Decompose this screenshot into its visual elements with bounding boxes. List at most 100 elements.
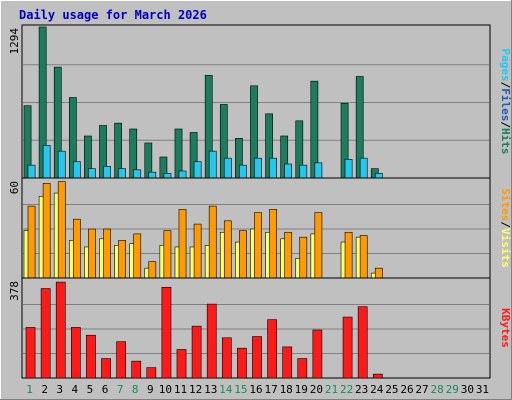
day-label: 3 (56, 383, 63, 396)
visits-bar-sites-day-17 (269, 209, 277, 279)
legend-entry: Visits (499, 228, 512, 268)
hits-bar-files-day-8 (133, 169, 142, 179)
day-label: 21 (325, 383, 338, 396)
visits-legend: Sites/Visits (499, 188, 512, 268)
chart-panels: 1294Pages/Files/Hits60Sites/Visits378KBy… (8, 24, 512, 379)
legend-entry: / (499, 221, 512, 228)
day-label: 1 (26, 383, 33, 396)
kbytes-bar-kbytes-day-23 (357, 306, 368, 379)
hits-bar-files-day-12 (193, 161, 202, 179)
visits-bar-sites-day-4 (72, 218, 81, 279)
kbytes-bar-kbytes-day-24 (372, 373, 383, 379)
visits-bar-sites-day-12 (193, 223, 202, 279)
hits-bar-files-day-18 (284, 163, 293, 179)
hits-scale-label: 1294 (8, 28, 21, 55)
hits-bar-files-day-2 (42, 145, 51, 179)
kbytes-bar-kbytes-day-5 (86, 334, 96, 379)
kbytes-bar-kbytes-day-6 (101, 358, 111, 379)
kbytes-panel: 378 KBytes (8, 277, 512, 379)
kbytes-bar-kbytes-day-2 (40, 288, 51, 379)
day-label: 28 (431, 383, 444, 396)
visits-bar-sites-day-8 (133, 233, 142, 279)
hits-bar-files-day-13 (208, 150, 217, 179)
visits-bar-sites-day-11 (178, 209, 187, 279)
legend-entry: Files (499, 88, 512, 121)
legend-entry: Hits (499, 128, 512, 155)
legend-entry: Pages (499, 49, 512, 82)
day-label: 29 (446, 383, 459, 396)
kbytes-bar-kbytes-day-3 (55, 281, 66, 379)
kbytes-bar-kbytes-day-18 (282, 346, 293, 379)
hits-bar-files-day-24 (374, 173, 383, 179)
day-label: 17 (264, 383, 277, 396)
kbytes-bar-kbytes-day-9 (146, 367, 157, 379)
day-label: 12 (189, 383, 202, 396)
hits-bar-files-day-15 (239, 164, 247, 179)
hits-bar-files-day-10 (163, 173, 172, 179)
day-label: 15 (234, 383, 247, 396)
visits-bar-sites-day-7 (118, 240, 126, 279)
hits-bar-files-day-9 (148, 171, 157, 179)
day-label: 9 (147, 383, 154, 396)
hits-bar-files-day-14 (223, 157, 232, 179)
hits-bar-files-day-3 (57, 150, 66, 179)
hits-bar-files-day-20 (314, 162, 323, 179)
visits-bar-sites-day-5 (88, 228, 96, 279)
kbytes-bar-kbytes-day-19 (297, 358, 308, 379)
hits-bar-files-day-1 (27, 164, 36, 179)
visits-bar-sites-day-24 (374, 267, 383, 279)
day-label: 25 (385, 383, 398, 396)
hits-bar-files-day-17 (269, 157, 277, 179)
day-axis: 1 2 3 4 5 6 7 8 9 10 11 12 13 14 15 16 17 18 19 20 21 22 23 24 2… (26, 383, 489, 396)
visits-bar-sites-day-18 (284, 231, 293, 279)
hits-bar-files-day-16 (254, 157, 262, 179)
kbytes-legend: KBytes (499, 308, 512, 348)
day-label: 13 (204, 383, 217, 396)
hits-legend: Pages/Files/Hits (499, 49, 512, 155)
hits-bar-files-day-11 (178, 170, 187, 179)
visits-bar-sites-day-1 (27, 205, 36, 279)
day-label: 4 (72, 383, 79, 396)
visits-bar-sites-day-9 (148, 261, 157, 279)
day-label: 8 (132, 383, 139, 396)
visits-bar-sites-day-22 (344, 231, 353, 279)
day-label: 26 (400, 383, 413, 396)
day-label: 16 (249, 383, 262, 396)
day-label: 2 (41, 383, 48, 396)
day-label: 22 (340, 383, 353, 396)
legend-entry: / (499, 82, 512, 89)
kbytes-bar-kbytes-day-20 (312, 329, 323, 379)
day-label: 31 (476, 383, 489, 396)
kbytes-scale-label: 378 (8, 281, 21, 301)
chart-title: Daily usage for March 2026 (19, 8, 207, 22)
day-label: 20 (310, 383, 323, 396)
kbytes-bar-kbytes-day-14 (221, 337, 232, 379)
day-label: 18 (280, 383, 293, 396)
hits-bar-hits-day-11 (174, 128, 183, 179)
day-label: 11 (174, 383, 187, 396)
kbytes-bar-kbytes-day-12 (191, 325, 202, 379)
hits-bar-files-day-22 (344, 159, 353, 179)
visits-bar-sites-day-6 (103, 228, 111, 279)
day-label: 30 (461, 383, 474, 396)
visits-bar-sites-day-20 (314, 212, 323, 279)
visits-bar-sites-day-2 (42, 182, 51, 279)
day-label: 23 (355, 383, 368, 396)
visits-panel: 60 Sites/Visits (8, 177, 512, 279)
visits-bar-sites-day-13 (208, 205, 217, 279)
visits-scale-label: 60 (8, 181, 21, 194)
visits-bar-sites-day-23 (359, 235, 368, 279)
kbytes-bar-kbytes-day-22 (342, 316, 353, 379)
day-label: 19 (295, 383, 308, 396)
kbytes-bar-kbytes-day-17 (267, 319, 277, 379)
kbytes-bar-kbytes-day-15 (237, 347, 247, 379)
visits-bar-sites-day-15 (239, 230, 247, 279)
day-label: 27 (415, 383, 428, 396)
kbytes-bar-kbytes-day-16 (252, 336, 262, 379)
kbytes-bar-kbytes-day-11 (176, 349, 187, 379)
legend-entry: / (499, 121, 512, 128)
kbytes-bar-kbytes-day-8 (131, 360, 142, 379)
day-label: 10 (159, 383, 172, 396)
day-label: 24 (370, 383, 384, 396)
